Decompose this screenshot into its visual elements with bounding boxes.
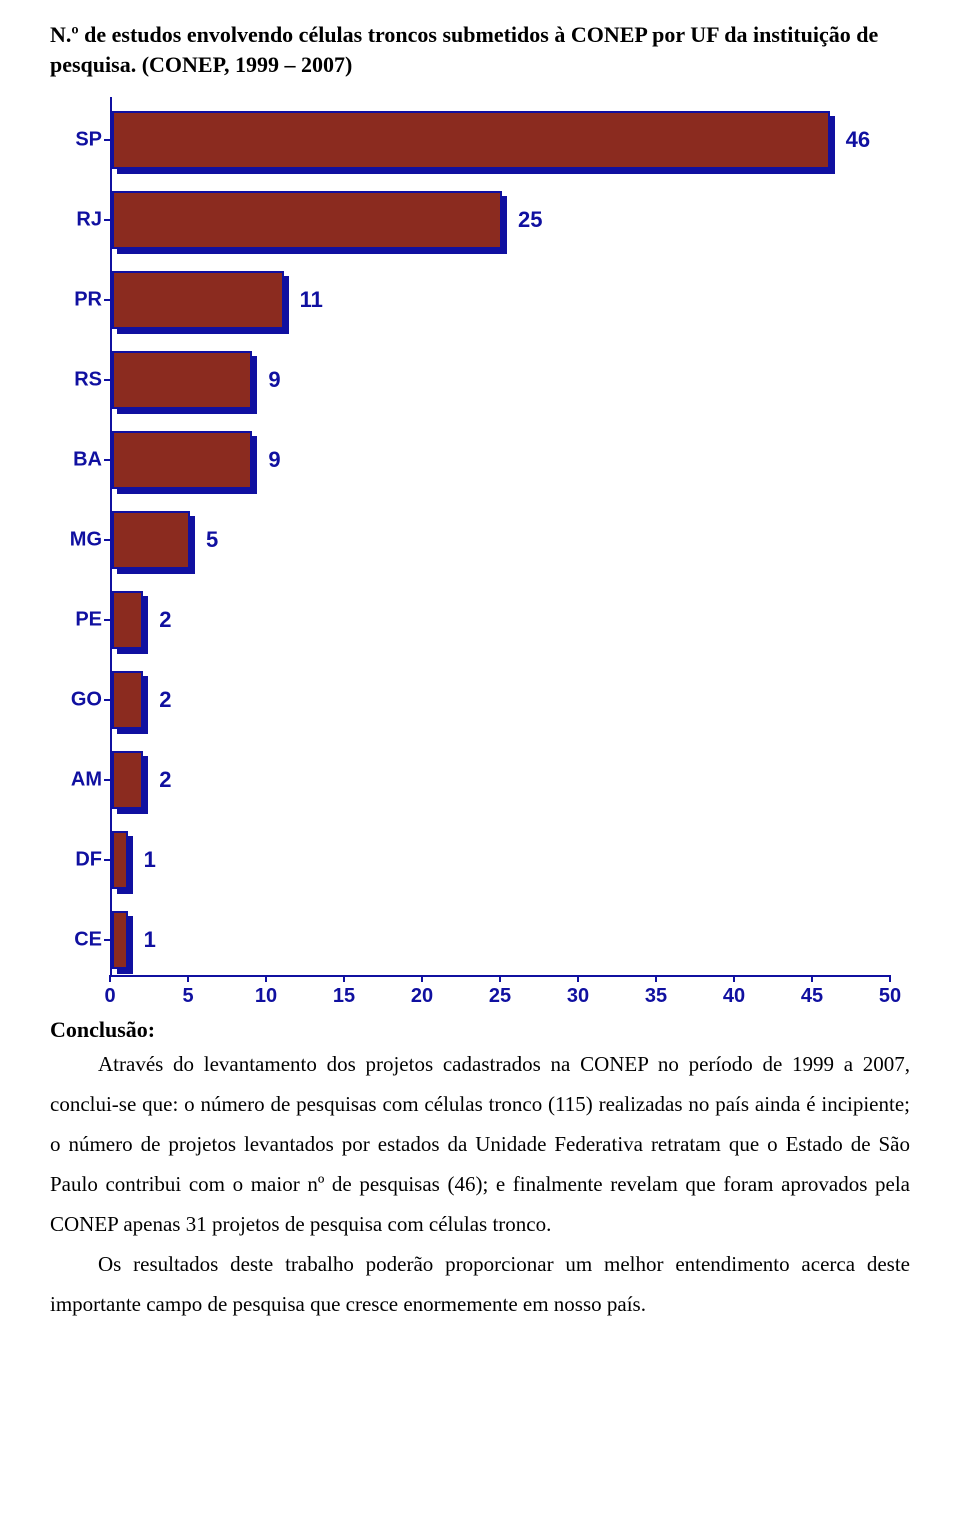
- bar: 1: [112, 831, 128, 889]
- y-tick-label: PE: [60, 609, 102, 632]
- y-axis-labels: SP RJ PR RS BA MG PE GO AM DF CE: [60, 97, 110, 1007]
- x-tick-mark: [889, 975, 891, 982]
- x-tick-mark: [109, 975, 111, 982]
- x-tick-mark: [811, 975, 813, 982]
- x-tick-label: 15: [333, 985, 355, 1008]
- bar: 2: [112, 751, 143, 809]
- bar-value: 9: [268, 447, 280, 473]
- x-tick-label: 0: [104, 985, 115, 1008]
- bar-value: 9: [268, 367, 280, 393]
- conclusion-body: Através do levantamento dos projetos cad…: [50, 1045, 910, 1324]
- x-tick-label: 50: [879, 985, 901, 1008]
- y-tick-label: DF: [60, 849, 102, 872]
- plot-area: 46251199522211: [110, 97, 890, 977]
- bar: 1: [112, 911, 128, 969]
- bar: 11: [112, 271, 284, 329]
- x-tick-label: 35: [645, 985, 667, 1008]
- bar-value: 2: [159, 607, 171, 633]
- bar-value: 11: [300, 287, 323, 313]
- bar: 9: [112, 351, 252, 409]
- bar: 9: [112, 431, 252, 489]
- x-axis-labels: 05101520253035404550: [110, 977, 890, 1007]
- y-tick-label: GO: [60, 689, 102, 712]
- x-tick-mark: [733, 975, 735, 982]
- conclusion-p1: Através do levantamento dos projetos cad…: [50, 1045, 910, 1244]
- x-tick-label: 5: [182, 985, 193, 1008]
- y-tick-label: RS: [60, 369, 102, 392]
- x-tick-label: 25: [489, 985, 511, 1008]
- y-tick-label: AM: [60, 769, 102, 792]
- x-tick-mark: [655, 975, 657, 982]
- x-tick-mark: [187, 975, 189, 982]
- x-tick-mark: [343, 975, 345, 982]
- bar-value: 1: [144, 927, 156, 953]
- y-tick-label: SP: [60, 129, 102, 152]
- x-tick-label: 20: [411, 985, 433, 1008]
- conclusion-heading: Conclusão:: [50, 1017, 910, 1043]
- page-title: N.º de estudos envolvendo células tronco…: [50, 20, 910, 79]
- x-tick-mark: [265, 975, 267, 982]
- bar-chart: SPRJPRRSBAMGPEGOAMDFCE 46251199522211 05…: [60, 97, 910, 1007]
- bar-value: 2: [159, 767, 171, 793]
- bar: 2: [112, 671, 143, 729]
- x-tick-mark: [421, 975, 423, 982]
- y-tick-label: CE: [60, 929, 102, 952]
- y-tick-label: BA: [60, 449, 102, 472]
- y-tick-label: RJ: [60, 209, 102, 232]
- y-tick-label: MG: [60, 529, 102, 552]
- x-tick-label: 40: [723, 985, 745, 1008]
- bar-value: 5: [206, 527, 218, 553]
- conclusion-p2: Os resultados deste trabalho poderão pro…: [50, 1245, 910, 1325]
- bar-value: 2: [159, 687, 171, 713]
- x-tick-label: 45: [801, 985, 823, 1008]
- x-tick-label: 30: [567, 985, 589, 1008]
- bar: 5: [112, 511, 190, 569]
- bar: 2: [112, 591, 143, 649]
- x-tick-mark: [499, 975, 501, 982]
- x-tick-mark: [577, 975, 579, 982]
- bar-value: 1: [144, 847, 156, 873]
- x-tick-label: 10: [255, 985, 277, 1008]
- bar-value: 46: [846, 127, 870, 153]
- bar-value: 25: [518, 207, 542, 233]
- bar: 46: [112, 111, 830, 169]
- y-tick-label: PR: [60, 289, 102, 312]
- bar: 25: [112, 191, 502, 249]
- bars-container: 46251199522211: [112, 97, 890, 975]
